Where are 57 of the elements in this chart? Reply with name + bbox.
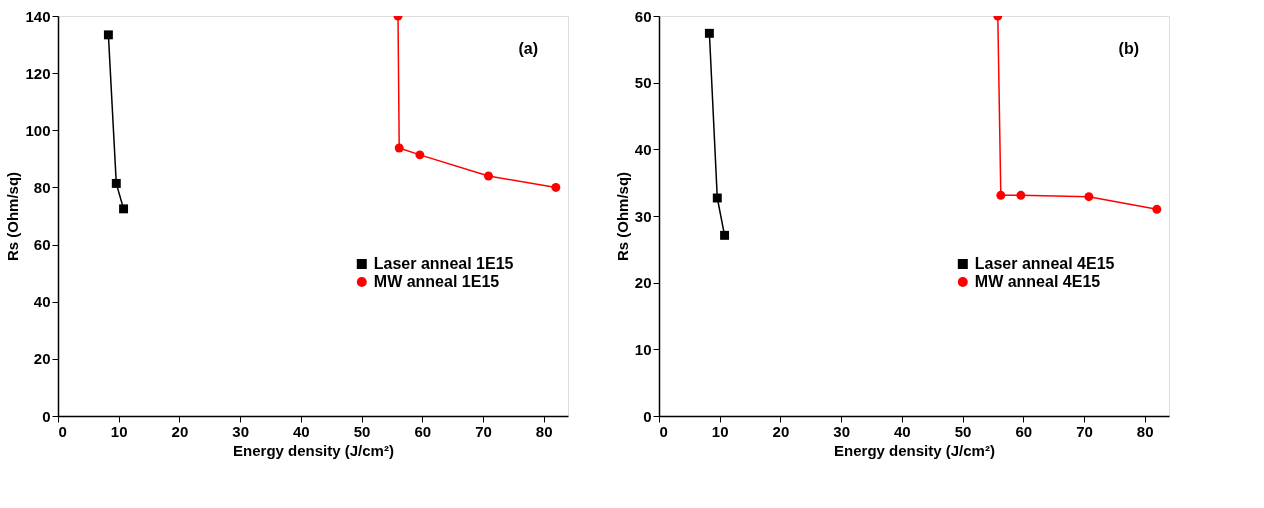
x-axis-title: Energy density (J/cm²) <box>233 441 394 459</box>
y-tick-label: 20 <box>33 350 51 368</box>
annotation: (a) <box>518 40 538 57</box>
legend-label: Laser anneal 1E15 <box>373 255 514 272</box>
point <box>483 171 493 181</box>
x-tick-label: 10 <box>711 422 729 440</box>
y-tick-label: 140 <box>25 7 51 25</box>
x-tick-label: 40 <box>894 422 911 440</box>
x-tick-label: 30 <box>232 422 249 440</box>
x-tick-label: 10 <box>110 422 128 440</box>
x-tick-label: 20 <box>171 422 189 440</box>
point <box>119 204 129 214</box>
point <box>720 230 730 240</box>
point <box>704 28 714 38</box>
legend-label: MW anneal 4E15 <box>974 273 1101 290</box>
y-tick-label: 80 <box>33 178 51 196</box>
legend-label: MW anneal 1E15 <box>373 273 500 290</box>
point <box>394 143 404 153</box>
x-tick-label: 0 <box>659 422 668 440</box>
x-tick-label: 60 <box>414 422 432 440</box>
point <box>551 182 561 192</box>
y-tick-label: 10 <box>634 340 652 358</box>
y-tick-label: 0 <box>643 407 652 425</box>
point <box>1084 192 1094 202</box>
y-axis-title: Rs (Ohm/sq) <box>613 171 631 262</box>
x-tick-label: 70 <box>475 422 492 440</box>
point <box>111 178 121 188</box>
y-tick-label: 40 <box>33 293 51 311</box>
x-tick-label: 50 <box>353 422 371 440</box>
y-tick-label: 0 <box>42 407 51 425</box>
x-tick-label: 30 <box>833 422 850 440</box>
x-tick-label: 0 <box>58 422 67 440</box>
y-tick-label: 60 <box>634 7 652 25</box>
y-tick-label: 120 <box>25 64 51 82</box>
legend-label: Laser anneal 4E15 <box>974 255 1115 272</box>
x-tick-label: 20 <box>772 422 790 440</box>
y-tick-label: 50 <box>634 74 652 92</box>
x-tick-label: 80 <box>1136 422 1154 440</box>
x-tick-label: 50 <box>954 422 972 440</box>
point <box>712 193 722 203</box>
point <box>1152 204 1162 214</box>
y-tick-label: 40 <box>634 140 652 158</box>
x-tick-label: 40 <box>293 422 310 440</box>
annotation: (b) <box>1118 40 1139 57</box>
x-tick-label: 80 <box>535 422 553 440</box>
point <box>1016 190 1026 200</box>
y-tick-label: 20 <box>634 274 652 292</box>
y-axis-title: Rs (Ohm/sq) <box>4 171 22 262</box>
y-tick-label: 30 <box>634 207 652 225</box>
y-tick-label: 60 <box>33 236 51 254</box>
x-axis-title: Energy density (J/cm²) <box>834 441 995 459</box>
point <box>103 30 113 40</box>
y-tick-label: 100 <box>25 121 51 139</box>
point <box>415 150 425 160</box>
x-tick-label: 70 <box>1076 422 1093 440</box>
point <box>996 190 1006 200</box>
x-tick-label: 60 <box>1015 422 1033 440</box>
